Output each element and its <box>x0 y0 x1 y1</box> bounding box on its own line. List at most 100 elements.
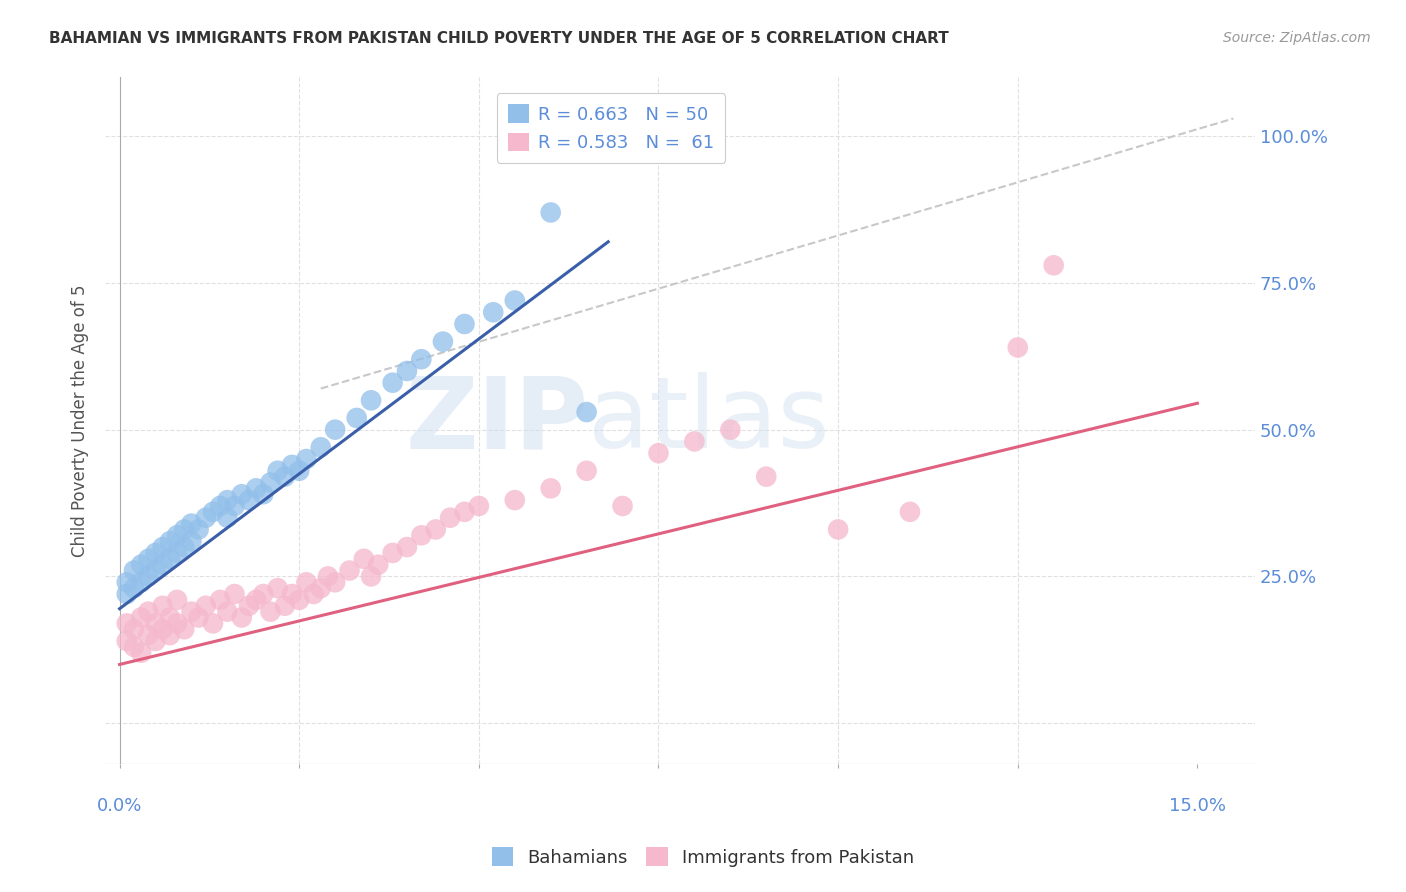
Point <box>152 599 174 613</box>
Point <box>252 587 274 601</box>
Point <box>209 499 232 513</box>
Y-axis label: Child Poverty Under the Age of 5: Child Poverty Under the Age of 5 <box>72 285 89 558</box>
Point <box>827 523 849 537</box>
Point <box>540 205 562 219</box>
Point <box>411 528 433 542</box>
Text: ZIP: ZIP <box>405 372 588 469</box>
Point <box>1042 258 1064 272</box>
Point <box>136 605 159 619</box>
Point <box>647 446 669 460</box>
Point <box>122 581 145 595</box>
Point <box>898 505 921 519</box>
Point <box>245 481 267 495</box>
Point <box>252 487 274 501</box>
Point <box>159 551 181 566</box>
Point <box>346 411 368 425</box>
Point <box>360 393 382 408</box>
Point <box>503 293 526 308</box>
Legend: Bahamians, Immigrants from Pakistan: Bahamians, Immigrants from Pakistan <box>485 840 921 874</box>
Point <box>274 599 297 613</box>
Point <box>503 493 526 508</box>
Point <box>259 475 281 490</box>
Point <box>115 634 138 648</box>
Text: 0.0%: 0.0% <box>97 797 142 814</box>
Point <box>187 610 209 624</box>
Point <box>159 610 181 624</box>
Point <box>187 523 209 537</box>
Point <box>152 558 174 572</box>
Point <box>180 516 202 531</box>
Point <box>129 646 152 660</box>
Point <box>129 610 152 624</box>
Point <box>201 616 224 631</box>
Point <box>194 599 217 613</box>
Point <box>201 505 224 519</box>
Point <box>136 551 159 566</box>
Point <box>180 534 202 549</box>
Point <box>288 593 311 607</box>
Point <box>395 540 418 554</box>
Point <box>302 587 325 601</box>
Text: BAHAMIAN VS IMMIGRANTS FROM PAKISTAN CHILD POVERTY UNDER THE AGE OF 5 CORRELATIO: BAHAMIAN VS IMMIGRANTS FROM PAKISTAN CHI… <box>49 31 949 46</box>
Point <box>395 364 418 378</box>
Point <box>683 434 706 449</box>
Point <box>266 581 288 595</box>
Point <box>129 575 152 590</box>
Point <box>180 605 202 619</box>
Point <box>411 352 433 367</box>
Point <box>266 464 288 478</box>
Point <box>245 593 267 607</box>
Point <box>217 605 239 619</box>
Point <box>381 376 404 390</box>
Point <box>173 622 195 636</box>
Point <box>166 616 188 631</box>
Point <box>718 423 741 437</box>
Point <box>612 499 634 513</box>
Point <box>353 551 375 566</box>
Legend: R = 0.663   N = 50, R = 0.583   N =  61: R = 0.663 N = 50, R = 0.583 N = 61 <box>496 94 725 162</box>
Point <box>209 593 232 607</box>
Point <box>145 564 167 578</box>
Point <box>439 510 461 524</box>
Point <box>194 510 217 524</box>
Point <box>122 640 145 654</box>
Point <box>217 510 239 524</box>
Text: atlas: atlas <box>588 372 830 469</box>
Point <box>468 499 491 513</box>
Point <box>166 546 188 560</box>
Point <box>425 523 447 537</box>
Point <box>360 569 382 583</box>
Point <box>259 605 281 619</box>
Point <box>288 464 311 478</box>
Point <box>231 610 253 624</box>
Point <box>281 458 304 472</box>
Point <box>166 528 188 542</box>
Point <box>145 616 167 631</box>
Point <box>115 575 138 590</box>
Point <box>316 569 339 583</box>
Point <box>309 581 332 595</box>
Point <box>115 616 138 631</box>
Point <box>152 540 174 554</box>
Point <box>173 540 195 554</box>
Point <box>575 405 598 419</box>
Point <box>295 575 318 590</box>
Point <box>281 587 304 601</box>
Point <box>115 587 138 601</box>
Point <box>129 558 152 572</box>
Point <box>238 493 260 508</box>
Point <box>136 569 159 583</box>
Point <box>482 305 505 319</box>
Point <box>159 534 181 549</box>
Point <box>145 546 167 560</box>
Point <box>274 469 297 483</box>
Text: Source: ZipAtlas.com: Source: ZipAtlas.com <box>1223 31 1371 45</box>
Point <box>432 334 454 349</box>
Point <box>159 628 181 642</box>
Point <box>540 481 562 495</box>
Point <box>122 564 145 578</box>
Point <box>166 593 188 607</box>
Point <box>453 505 475 519</box>
Point <box>145 634 167 648</box>
Point <box>173 523 195 537</box>
